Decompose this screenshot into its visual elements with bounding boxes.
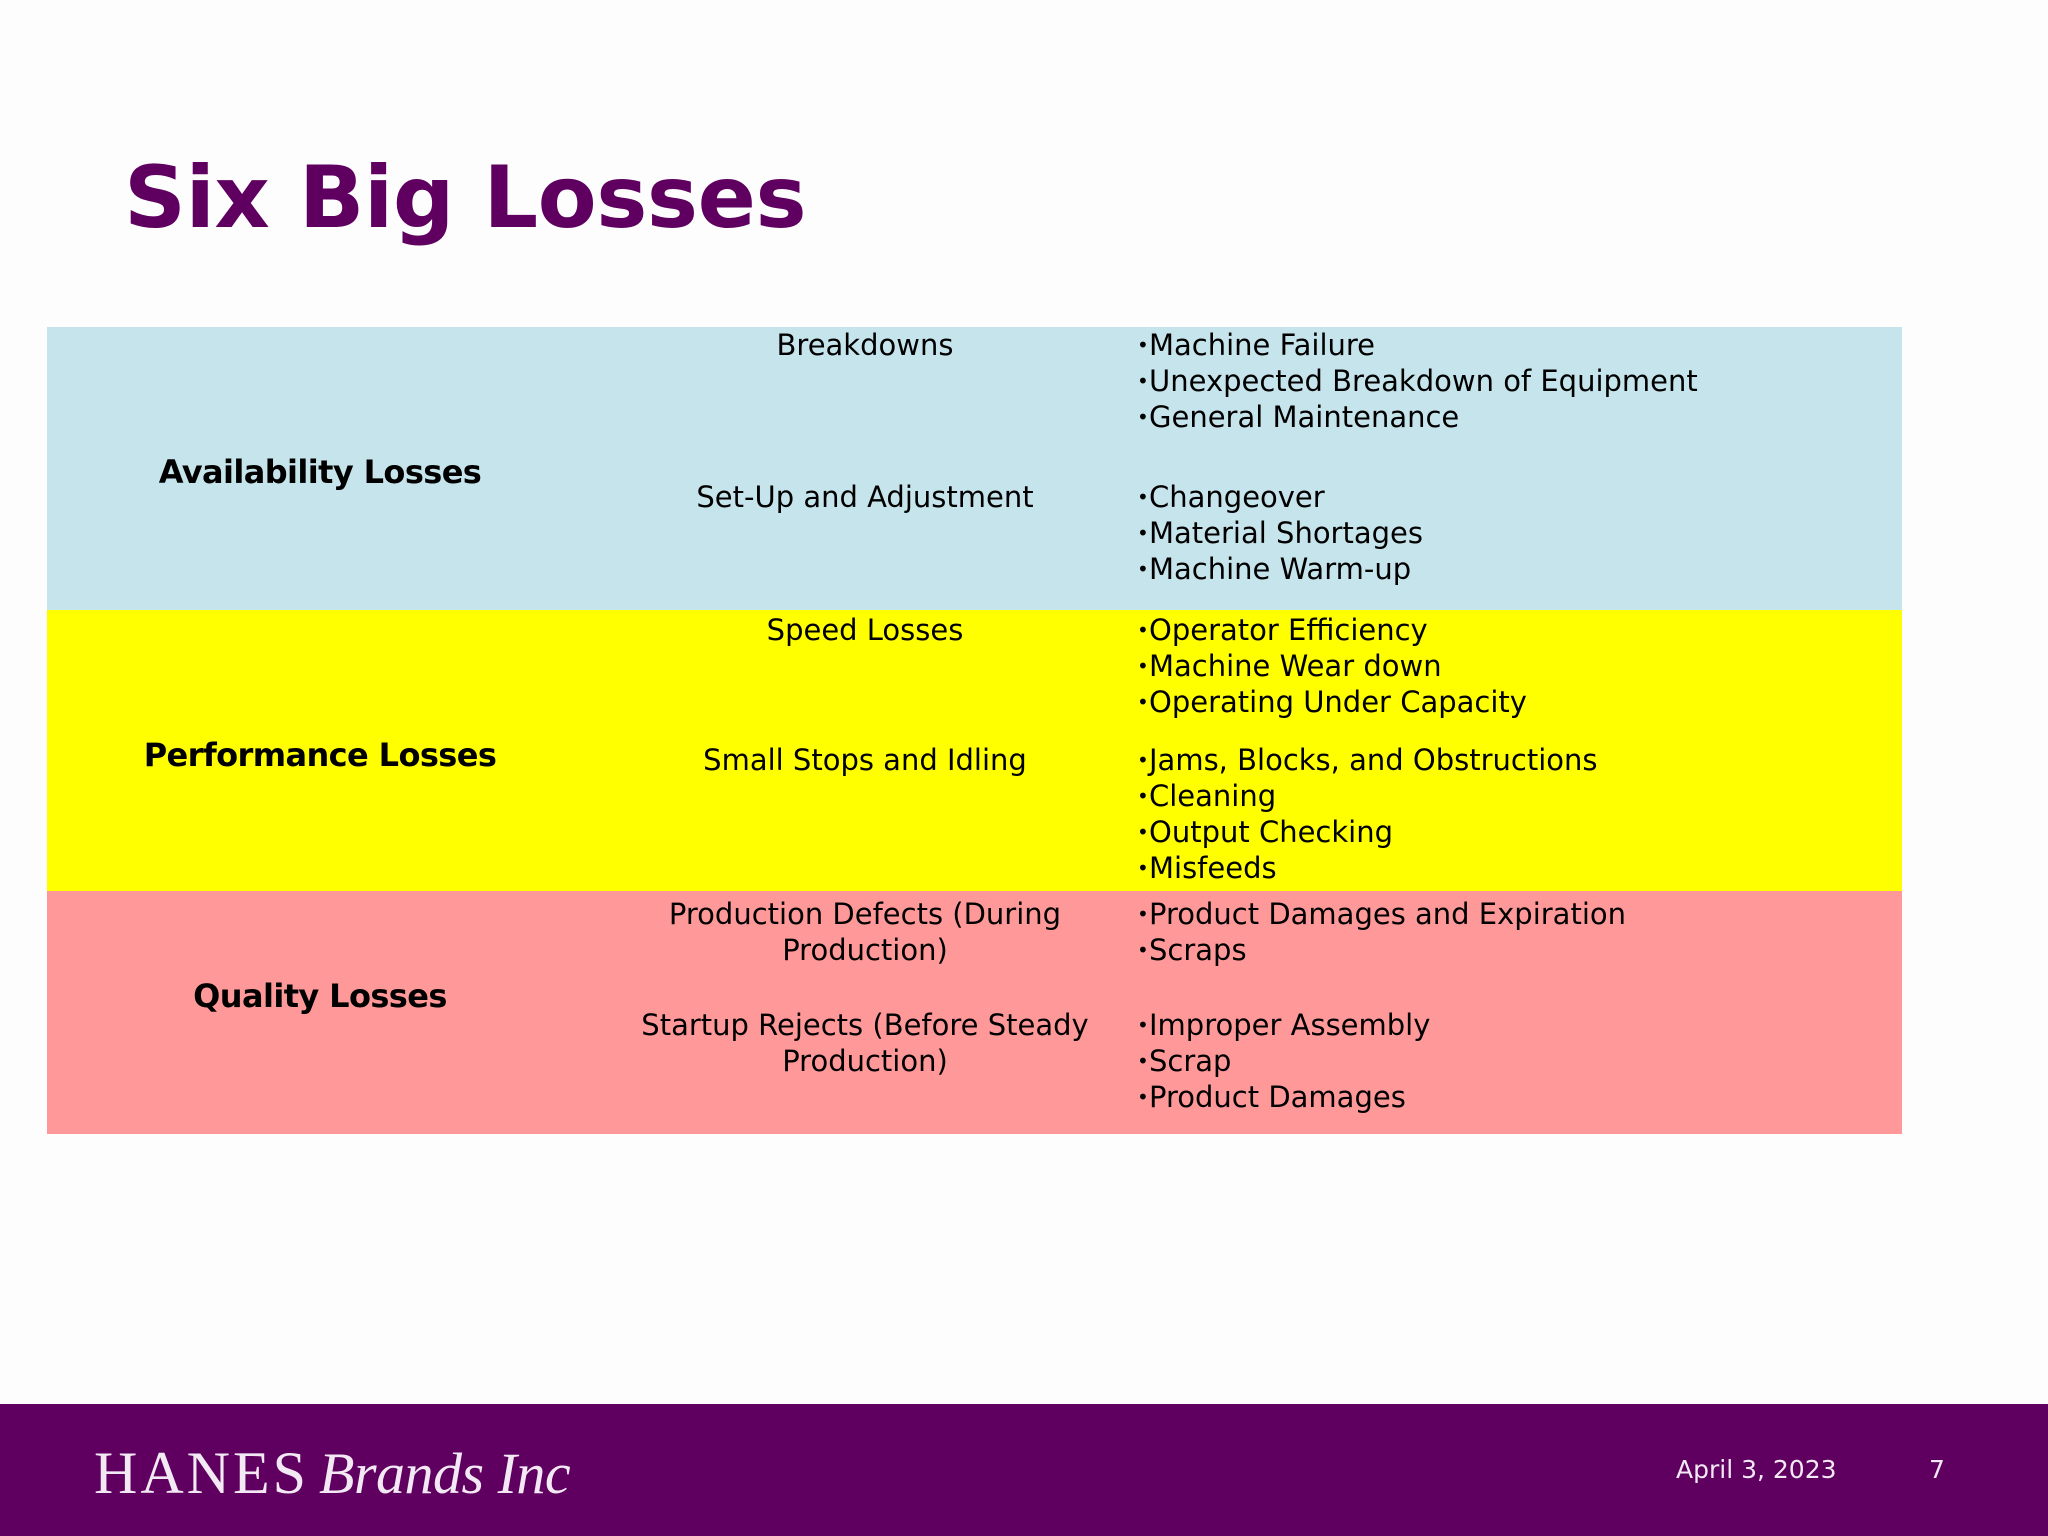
bullet-icon: • <box>1137 618 1149 642</box>
cause-item: •Machine Warm-up <box>1137 552 1412 586</box>
loss-startup-rejects: Startup Rejects (Before Steady Productio… <box>593 1007 1137 1079</box>
causes-list-setup-adjustment: •Changeover •Material Shortages •Machine… <box>1137 479 1897 587</box>
slide-title: Six Big Losses <box>124 148 807 248</box>
footer-bar <box>0 1404 2048 1536</box>
causes-list-startup-rejects: •Improper Assembly •Scrap •Product Damag… <box>1137 1007 1897 1115</box>
cause-item: •Improper Assembly <box>1137 1008 1431 1042</box>
bullet-icon: • <box>1137 820 1149 844</box>
category-quality-losses: Quality Losses <box>193 977 447 1015</box>
bullet-icon: • <box>1137 1013 1149 1037</box>
loss-name-line: Speed Losses <box>766 613 964 647</box>
loss-name-line: Startup Rejects (Before Steady <box>641 1008 1089 1042</box>
bullet-icon: • <box>1137 485 1149 509</box>
cause-item: •Machine Failure <box>1137 328 1376 362</box>
bullet-icon: • <box>1137 369 1149 393</box>
loss-setup-adjustment: Set-Up and Adjustment <box>593 479 1137 515</box>
bullet-icon: • <box>1137 557 1149 581</box>
logo-brands-inc: Brands Inc <box>319 1441 571 1506</box>
bullet-icon: • <box>1137 521 1149 545</box>
cause-item: •Unexpected Breakdown of Equipment <box>1137 364 1698 398</box>
cause-item: •Output Checking <box>1137 815 1394 849</box>
bullet-icon: • <box>1137 333 1149 357</box>
company-logo: HANES Brands Inc <box>94 1438 571 1524</box>
cause-item: •Operator Efficiency <box>1137 613 1428 647</box>
bullet-icon: • <box>1137 938 1149 962</box>
cause-item: •Machine Wear down <box>1137 649 1442 683</box>
bullet-icon: • <box>1137 405 1149 429</box>
cause-item: •Operating Under Capacity <box>1137 685 1527 719</box>
cause-item: •Cleaning <box>1137 779 1277 813</box>
bullet-icon: • <box>1137 1085 1149 1109</box>
cause-item: •Jams, Blocks, and Obstructions <box>1137 743 1598 777</box>
loss-name-line: Production) <box>782 1044 948 1078</box>
category-availability-losses: Availability Losses <box>158 453 482 491</box>
category-performance-losses: Performance Losses <box>143 736 497 774</box>
cause-item: •Scrap <box>1137 1044 1232 1078</box>
page-number: 7 <box>1929 1455 1945 1484</box>
loss-name-line: Production) <box>782 933 948 967</box>
bullet-icon: • <box>1137 856 1149 880</box>
cause-item: •Misfeeds <box>1137 851 1277 885</box>
performance-band <box>47 610 1902 891</box>
cause-item: •Changeover <box>1137 480 1325 514</box>
logo-hanes: HANES <box>94 1440 310 1506</box>
causes-list-speed-losses: •Operator Efficiency •Machine Wear down … <box>1137 612 1897 720</box>
loss-name-line: Production Defects (During <box>668 897 1062 931</box>
cause-item: •Product Damages and Expiration <box>1137 897 1626 931</box>
loss-small-stops-idling: Small Stops and Idling <box>593 742 1137 778</box>
cause-item: •General Maintenance <box>1137 400 1460 434</box>
loss-breakdowns: Breakdowns <box>593 327 1137 363</box>
bullet-icon: • <box>1137 690 1149 714</box>
bullet-icon: • <box>1137 748 1149 772</box>
bullet-icon: • <box>1137 902 1149 926</box>
bullet-icon: • <box>1137 654 1149 678</box>
bullet-icon: • <box>1137 1049 1149 1073</box>
bullet-icon: • <box>1137 784 1149 808</box>
causes-list-small-stops-idling: •Jams, Blocks, and Obstructions •Cleanin… <box>1137 742 1897 886</box>
loss-name-line: Small Stops and Idling <box>703 743 1027 777</box>
slide-date: April 3, 2023 <box>1676 1455 1837 1484</box>
cause-item: •Scraps <box>1137 933 1247 967</box>
loss-speed-losses: Speed Losses <box>593 612 1137 648</box>
loss-name-line: Set-Up and Adjustment <box>696 480 1034 514</box>
cause-item: •Product Damages <box>1137 1080 1406 1114</box>
availability-band <box>47 327 1902 610</box>
causes-list-breakdowns: •Machine Failure •Unexpected Breakdown o… <box>1137 327 1897 435</box>
loss-name-line: Breakdowns <box>776 328 954 362</box>
quality-band <box>47 891 1902 1134</box>
cause-item: •Material Shortages <box>1137 516 1423 550</box>
loss-production-defects: Production Defects (During Production) <box>593 896 1137 968</box>
causes-list-production-defects: •Product Damages and Expiration •Scraps <box>1137 896 1897 968</box>
